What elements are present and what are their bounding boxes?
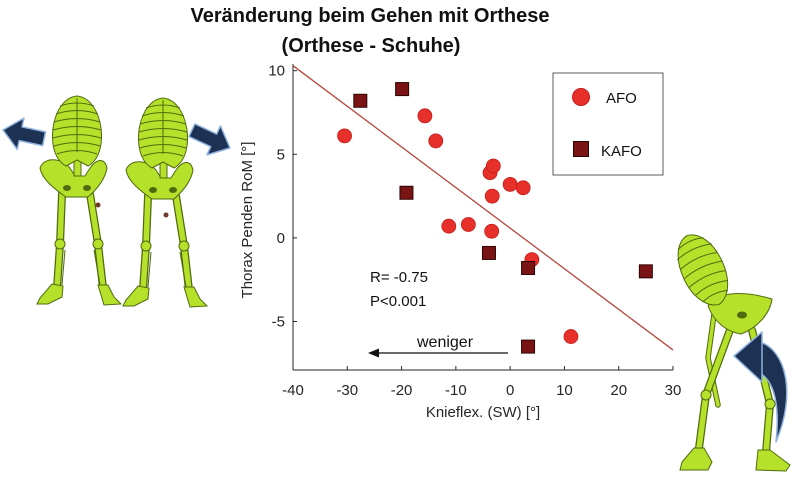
kafo-point	[399, 185, 414, 200]
kafo-point	[481, 245, 496, 260]
x-tick-label: 20	[610, 382, 627, 399]
afo-point	[563, 329, 579, 344]
y-tick-label: 10	[268, 63, 285, 80]
legend-kafo-label: KAFO	[601, 143, 642, 160]
y-tick-label: -5	[272, 314, 285, 331]
correlation-r-label: R= -0.75	[370, 269, 428, 286]
afo-point	[417, 108, 433, 124]
kafo-point	[521, 261, 536, 275]
afo-point	[502, 176, 518, 192]
slide-subtitle: (Orthese - Schuhe)	[282, 35, 461, 57]
skeleton-front-icon	[36, 95, 123, 306]
x-tick-label: -20	[391, 382, 413, 399]
legend-afo-marker	[572, 88, 590, 106]
x-tick-label: 10	[556, 382, 573, 399]
arrow-annotation-label: weniger	[416, 334, 474, 351]
x-tick-label: -30	[336, 382, 358, 399]
afo-point	[484, 188, 500, 204]
marker-dot	[95, 202, 101, 208]
x-tick-label: 0	[506, 382, 514, 399]
x-tick-label: -10	[445, 382, 467, 399]
annotation-arrow-icon	[368, 348, 508, 358]
afo-point	[441, 218, 457, 234]
afo-point	[484, 223, 500, 239]
afo-point	[428, 133, 444, 149]
kafo-point	[353, 93, 368, 108]
p-value-label: P<0.001	[370, 293, 426, 310]
legend-kafo-marker	[573, 141, 589, 157]
marker-dot	[163, 212, 169, 218]
y-axis-label: Thorax Penden RoM [°]	[239, 142, 256, 299]
x-axis-label: Knieflex. (SW) [°]	[426, 404, 540, 421]
x-tick-label: -40	[282, 382, 304, 399]
kafo-point	[638, 264, 653, 279]
skeleton-front-icon	[122, 97, 209, 308]
skeleton-front-icon-second	[122, 97, 209, 308]
slide-title: Veränderung beim Gehen mit Orthese	[191, 5, 550, 27]
afo-point	[460, 217, 476, 232]
afo-point	[515, 180, 531, 196]
kafo-point	[395, 82, 410, 97]
y-tick-label: 0	[277, 230, 285, 247]
legend-box	[552, 72, 664, 176]
kafo-point	[521, 339, 536, 354]
y-tick-label: 5	[277, 146, 285, 163]
legend-afo-label: AFO	[606, 90, 637, 107]
curved-arrow-icon	[733, 331, 788, 443]
arrow-right-icon	[188, 123, 231, 156]
x-tick-label: 30	[665, 382, 682, 399]
afo-point	[337, 128, 352, 144]
arrow-left-icon	[2, 117, 47, 151]
regression-line	[292, 65, 674, 351]
chart-marks	[292, 65, 674, 354]
afo-point	[485, 158, 501, 174]
chart-legend: AFO KAFO	[552, 72, 664, 176]
chart-axes: -40 -30 -20 -10 0 10 20 30 -5 0 5 10	[268, 63, 681, 399]
